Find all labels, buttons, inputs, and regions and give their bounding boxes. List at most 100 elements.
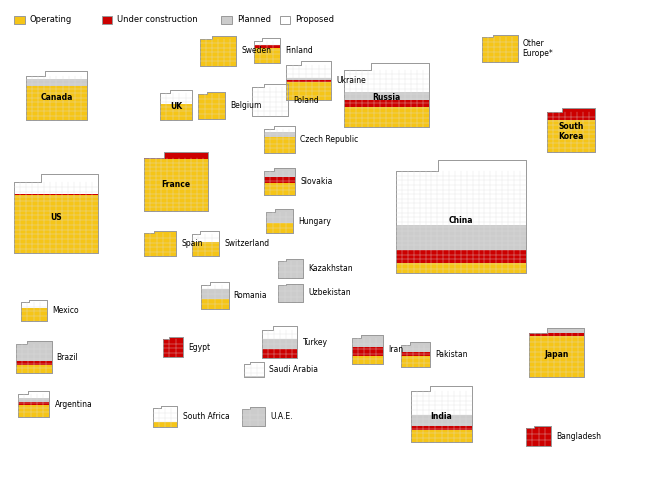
Polygon shape xyxy=(254,38,280,63)
Text: France: France xyxy=(162,179,190,189)
Text: Saudi Arabia: Saudi Arabia xyxy=(268,365,318,374)
Polygon shape xyxy=(200,39,236,66)
Text: South
Korea: South Korea xyxy=(558,122,584,141)
Polygon shape xyxy=(262,349,298,358)
Polygon shape xyxy=(262,327,298,358)
Text: Turkey: Turkey xyxy=(303,338,328,347)
Polygon shape xyxy=(352,347,383,355)
Polygon shape xyxy=(547,120,595,152)
Polygon shape xyxy=(411,386,473,442)
Polygon shape xyxy=(25,79,87,86)
Polygon shape xyxy=(401,356,430,367)
Polygon shape xyxy=(401,342,430,367)
Text: Czech Republic: Czech Republic xyxy=(300,135,359,144)
Polygon shape xyxy=(244,376,263,377)
Text: Poland: Poland xyxy=(293,96,318,105)
Polygon shape xyxy=(18,398,49,402)
Polygon shape xyxy=(252,84,288,116)
Polygon shape xyxy=(266,209,293,233)
Polygon shape xyxy=(264,171,295,177)
Text: Mexico: Mexico xyxy=(52,306,79,315)
Polygon shape xyxy=(202,299,229,309)
Polygon shape xyxy=(526,426,551,446)
Polygon shape xyxy=(401,352,430,356)
Polygon shape xyxy=(162,337,183,357)
Polygon shape xyxy=(264,132,295,137)
Polygon shape xyxy=(254,45,280,48)
Polygon shape xyxy=(16,361,51,365)
Text: Operating: Operating xyxy=(30,15,72,24)
Text: Brazil: Brazil xyxy=(57,353,79,362)
Text: Under construction: Under construction xyxy=(117,15,198,24)
Polygon shape xyxy=(529,336,584,377)
Polygon shape xyxy=(278,259,303,278)
Polygon shape xyxy=(266,212,293,223)
Polygon shape xyxy=(16,365,51,373)
Polygon shape xyxy=(352,355,383,364)
Polygon shape xyxy=(18,391,49,417)
Polygon shape xyxy=(482,37,517,62)
Text: Hungary: Hungary xyxy=(298,217,332,226)
Polygon shape xyxy=(25,71,87,120)
Polygon shape xyxy=(202,282,229,309)
Polygon shape xyxy=(144,233,176,256)
Polygon shape xyxy=(286,80,332,83)
Text: Argentina: Argentina xyxy=(55,400,92,409)
Polygon shape xyxy=(153,422,177,427)
Polygon shape xyxy=(344,100,428,107)
Bar xyxy=(280,16,290,24)
Text: Finland: Finland xyxy=(285,46,313,55)
Polygon shape xyxy=(352,335,383,364)
Polygon shape xyxy=(264,168,295,195)
Polygon shape xyxy=(160,104,192,120)
Polygon shape xyxy=(200,36,236,66)
Polygon shape xyxy=(198,94,226,119)
Polygon shape xyxy=(202,289,229,299)
Text: Bangladesh: Bangladesh xyxy=(556,432,601,441)
Polygon shape xyxy=(16,344,51,361)
Polygon shape xyxy=(262,339,298,349)
Text: South Africa: South Africa xyxy=(183,412,229,421)
Text: Iran: Iran xyxy=(388,345,403,354)
Text: Kazakhstan: Kazakhstan xyxy=(308,264,353,273)
Polygon shape xyxy=(396,160,526,273)
Polygon shape xyxy=(547,108,595,152)
Text: Canada: Canada xyxy=(40,93,73,102)
Text: U.A.E.: U.A.E. xyxy=(270,412,292,421)
Text: Japan: Japan xyxy=(545,350,569,359)
Polygon shape xyxy=(264,126,295,154)
Polygon shape xyxy=(192,231,219,256)
Text: US: US xyxy=(51,213,62,222)
Text: China: China xyxy=(448,216,473,226)
Polygon shape xyxy=(198,91,226,119)
Polygon shape xyxy=(160,90,192,120)
Polygon shape xyxy=(411,430,473,442)
Polygon shape xyxy=(526,428,551,446)
Polygon shape xyxy=(18,402,49,406)
Text: Russia: Russia xyxy=(372,93,400,102)
Polygon shape xyxy=(344,91,428,100)
Polygon shape xyxy=(266,223,293,233)
Polygon shape xyxy=(278,285,303,302)
Polygon shape xyxy=(153,406,177,427)
Text: Pakistan: Pakistan xyxy=(436,350,468,359)
Text: Spain: Spain xyxy=(181,239,203,248)
Polygon shape xyxy=(286,78,332,80)
Polygon shape xyxy=(529,328,584,377)
Polygon shape xyxy=(14,194,98,195)
Polygon shape xyxy=(16,341,51,373)
Text: Planned: Planned xyxy=(237,15,271,24)
Text: Sweden: Sweden xyxy=(241,46,271,55)
Polygon shape xyxy=(529,333,584,336)
Polygon shape xyxy=(344,107,428,127)
Polygon shape xyxy=(264,137,295,154)
Polygon shape xyxy=(396,249,526,263)
Polygon shape xyxy=(264,183,295,195)
Polygon shape xyxy=(482,35,517,62)
Polygon shape xyxy=(21,300,47,321)
Polygon shape xyxy=(411,415,473,425)
Text: Other
Europe*: Other Europe* xyxy=(523,39,554,58)
Polygon shape xyxy=(352,338,383,347)
Polygon shape xyxy=(396,263,526,273)
Text: UK: UK xyxy=(170,102,182,111)
